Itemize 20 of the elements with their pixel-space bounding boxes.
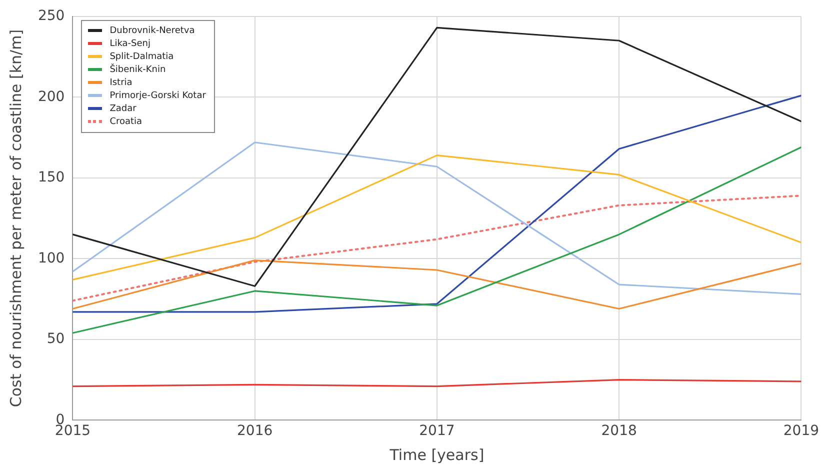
y-tick-label: 100 [38,250,65,266]
line-series [72,194,802,302]
x-tick-label: 2019 [783,423,820,440]
y-tick-label: 50 [46,331,65,348]
legend-label: Zadar [110,104,136,114]
y-tick-label: 200 [38,88,65,105]
y-tick-label: 250 [38,8,65,24]
legend-label: Istria [110,78,132,88]
y-tick-label: 150 [38,170,65,186]
legend-label: Dubrovnik-Neretva [110,26,195,36]
legend-label: Primorje-Gorski Kotar [110,90,206,101]
y-axis-title: Cost of nourishment per meter of coastline [kn/m] [6,29,25,408]
legend-label: Croatia [110,116,142,127]
x-tick-label: 2016 [237,423,273,440]
x-tick-label: 2017 [419,423,455,440]
legend-label: Šibenik-Knin [110,64,166,75]
legend-label: Split-Dalmatia [110,52,174,62]
x-tick-label: 2018 [601,423,637,440]
legend-label: Lika-Senj [110,38,151,49]
x-axis-title: Time [years] [388,446,484,464]
